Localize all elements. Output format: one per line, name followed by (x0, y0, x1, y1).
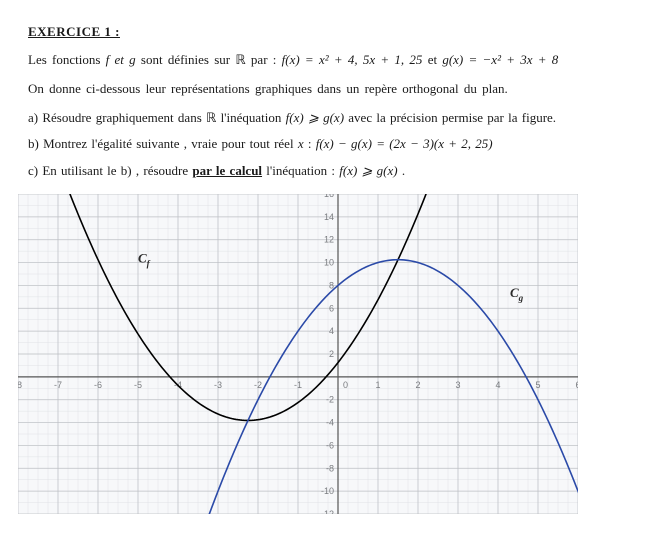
svg-text:-6: -6 (94, 380, 102, 390)
svg-text:-1: -1 (294, 380, 302, 390)
b-x: x (298, 136, 304, 151)
svg-text:-7: -7 (54, 380, 62, 390)
function-chart: -8-7-6-5-4-3-2-10123456-12-10-8-6-4-2246… (18, 194, 578, 514)
svg-text:-8: -8 (326, 463, 334, 473)
svg-text:-12: -12 (321, 509, 334, 514)
a-pre: a) Résoudre graphiquement dans (28, 110, 206, 125)
a-R: ℝ (206, 110, 216, 125)
c-pre: c) En utilisant le b) , résoudre (28, 163, 192, 178)
svg-text:4: 4 (329, 326, 334, 336)
svg-text:0: 0 (343, 380, 348, 390)
svg-text:-6: -6 (326, 440, 334, 450)
c-mid: l'inéquation : (266, 163, 339, 178)
c-eq: f(x) ⩾ g(x) (339, 163, 397, 178)
a-mid: l'inéquation (221, 110, 286, 125)
svg-text:12: 12 (324, 235, 334, 245)
p1-eq1: f(x) = x² + 4, 5x + 1, 25 (282, 52, 423, 67)
svg-text:4: 4 (495, 380, 500, 390)
svg-text:10: 10 (324, 258, 334, 268)
chart-container: -8-7-6-5-4-3-2-10123456-12-10-8-6-4-2246… (18, 194, 617, 518)
svg-text:5: 5 (535, 380, 540, 390)
question-b: b) Montrez l'égalité suivante , vraie po… (28, 134, 617, 155)
p1-fg: f et g (106, 52, 136, 67)
p1-et: et (428, 52, 443, 67)
c-post: . (402, 163, 405, 178)
a-eq: f(x) ⩾ g(x) (286, 110, 344, 125)
svg-text:16: 16 (324, 194, 334, 199)
svg-text:-5: -5 (134, 380, 142, 390)
p2: On donne ci-dessous leur représentations… (28, 79, 617, 100)
svg-text:6: 6 (329, 303, 334, 313)
svg-text:-10: -10 (321, 486, 334, 496)
svg-text:-2: -2 (326, 395, 334, 405)
svg-text:14: 14 (324, 212, 334, 222)
svg-text:1: 1 (375, 380, 380, 390)
definition-paragraph: Les fonctions f et g sont définies sur ℝ… (28, 50, 617, 71)
p1-eq2: g(x) = −x² + 3x + 8 (442, 52, 558, 67)
p1-mid2: par : (251, 52, 282, 67)
p1-R: ℝ (235, 52, 245, 67)
p1-mid1: sont définies sur (141, 52, 235, 67)
question-a: a) Résoudre graphiquement dans ℝ l'inéqu… (28, 108, 617, 129)
b-eq: f(x) − g(x) = (2x − 3)(x + 2, 25) (316, 136, 493, 151)
question-c: c) En utilisant le b) , résoudre par le … (28, 161, 617, 182)
p1-pre: Les fonctions (28, 52, 106, 67)
svg-text:3: 3 (455, 380, 460, 390)
svg-text:-4: -4 (326, 418, 334, 428)
svg-text:6: 6 (575, 380, 578, 390)
b-mid: : (308, 136, 316, 151)
svg-text:-2: -2 (254, 380, 262, 390)
svg-text:2: 2 (329, 349, 334, 359)
svg-text:-3: -3 (214, 380, 222, 390)
svg-text:-8: -8 (18, 380, 22, 390)
svg-text:2: 2 (415, 380, 420, 390)
a-post: avec la précision permise par la figure. (348, 110, 556, 125)
b-pre: b) Montrez l'égalité suivante , vraie po… (28, 136, 298, 151)
exercise-title: EXERCICE 1 : (28, 24, 617, 40)
c-bold: par le calcul (192, 163, 262, 178)
